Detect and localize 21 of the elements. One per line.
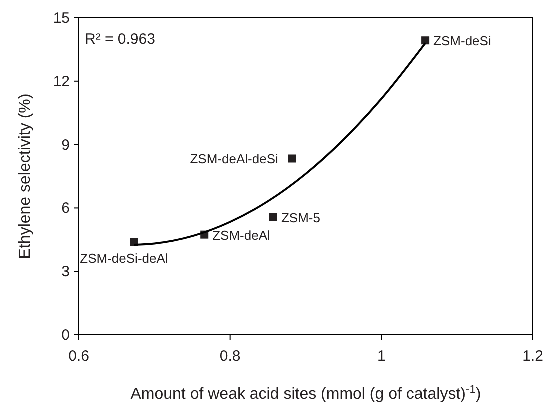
annotation: ZSM-5 bbox=[281, 210, 320, 226]
point bbox=[288, 154, 296, 163]
y-axis-title: Ethylene selectivity (%) bbox=[17, 94, 34, 260]
y-tick-label: 12 bbox=[53, 73, 70, 90]
point bbox=[422, 36, 430, 45]
y-tick-label: 0 bbox=[62, 327, 70, 344]
annotation: ZSM-deAl-deSi bbox=[190, 152, 278, 167]
annotation: ZSM-deSi-deAl bbox=[80, 251, 168, 266]
x-axis-title: Amount of weak acid sites (mmol (g of catalyst)$^{-1}$) bbox=[130, 384, 482, 403]
y-tick-label: 3 bbox=[62, 264, 70, 281]
y-tick-label: 9 bbox=[62, 136, 70, 154]
x-tick-label: 0.6 bbox=[68, 348, 90, 365]
y-tick-label: 15 bbox=[53, 10, 70, 27]
x-tick-label: 0.8 bbox=[220, 348, 241, 365]
x-tick-label: 1.2 bbox=[522, 348, 544, 365]
x-tick-label: 1 bbox=[377, 348, 386, 365]
annotation: R² = 0.963 bbox=[85, 31, 156, 48]
annotation: ZSM-deAl bbox=[212, 228, 271, 243]
y-tick-label: 6 bbox=[62, 200, 70, 218]
annotation: ZSM-deSi bbox=[434, 34, 492, 49]
point bbox=[269, 213, 278, 222]
